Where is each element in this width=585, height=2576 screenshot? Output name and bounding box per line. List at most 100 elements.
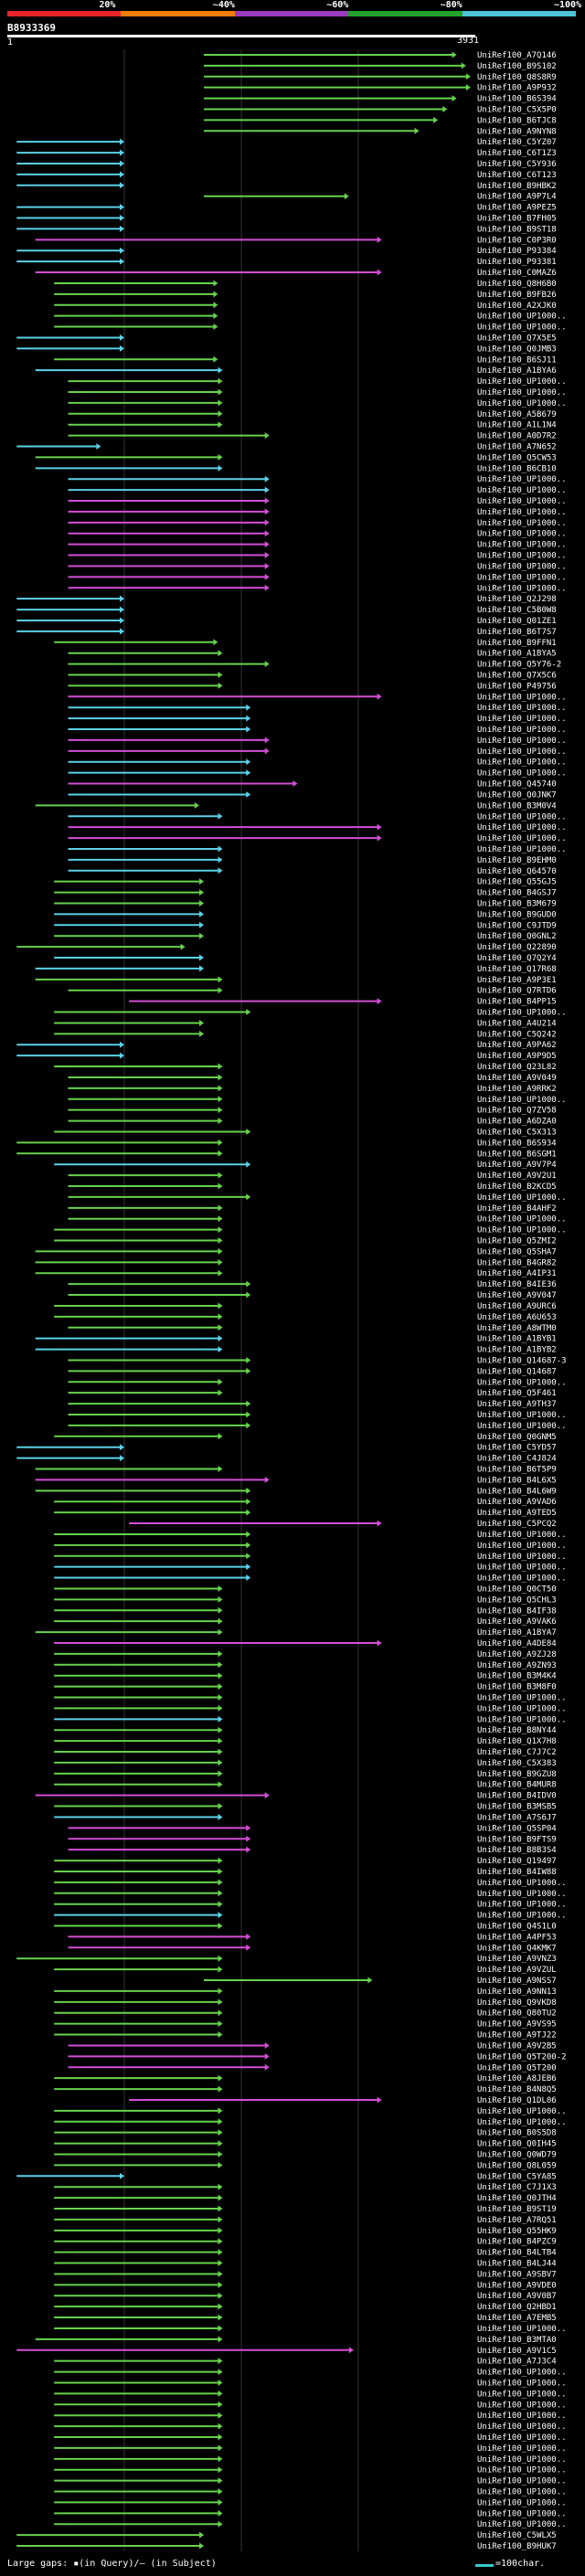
hit-row[interactable]: UniRef100_A0D7R2 (68, 432, 557, 441)
hit-label[interactable]: UniRef100_UP1000.. (477, 1422, 567, 1431)
hit-row[interactable]: UniRef100_UP1000.. (68, 388, 567, 398)
hit-row[interactable]: UniRef100_UP1000.. (68, 823, 567, 832)
hit-label[interactable]: UniRef100_B3MSB5 (477, 1803, 557, 1812)
hit-row[interactable]: UniRef100_Q0JNK7 (68, 790, 557, 800)
hit-label[interactable]: UniRef100_Q8S8R9 (477, 73, 557, 82)
hit-row[interactable]: UniRef100_A9PA62 (16, 1041, 557, 1050)
hit-label[interactable]: UniRef100_B4IF38 (477, 1606, 557, 1616)
hit-row[interactable]: UniRef100_B4PP15 (129, 998, 557, 1007)
hit-label[interactable]: UniRef100_UP1000.. (477, 1553, 567, 1562)
hit-label[interactable]: UniRef100_B9S102 (477, 62, 557, 71)
hit-label[interactable]: UniRef100_A9VAK6 (477, 1617, 557, 1627)
hit-label[interactable]: UniRef100_A9P3E1 (477, 976, 557, 985)
hit-row[interactable]: UniRef100_A9P9D5 (16, 1052, 557, 1061)
hit-label[interactable]: UniRef100_UP1000.. (477, 552, 567, 561)
hit-label[interactable]: UniRef100_A9SBV7 (477, 2270, 557, 2279)
hit-label[interactable]: UniRef100_Q5T200 (477, 2063, 557, 2072)
hit-row[interactable]: UniRef100_A9V2U1 (68, 1171, 557, 1181)
hit-row[interactable]: UniRef100_B6T7S7 (16, 628, 557, 637)
hit-row[interactable]: UniRef100_A9V7P4 (54, 1161, 557, 1170)
hit-row[interactable]: UniRef100_UP1000.. (68, 562, 567, 571)
hit-row[interactable]: UniRef100_A1BYA7 (35, 1628, 557, 1638)
hit-row[interactable]: UniRef100_C9JTD9 (54, 921, 557, 930)
hit-label[interactable]: UniRef100_B8B3S4 (477, 1846, 557, 1855)
hit-label[interactable]: UniRef100_Q7X5C6 (477, 672, 557, 681)
hit-row[interactable]: UniRef100_A1BYB2 (35, 1346, 557, 1355)
hit-label[interactable]: UniRef100_A9V1C5 (477, 2347, 557, 2356)
hit-row[interactable]: UniRef100_B9S102 (204, 62, 557, 71)
hit-label[interactable]: UniRef100_B9GUD0 (477, 910, 557, 919)
hit-label[interactable]: UniRef100_UP1000.. (477, 2477, 567, 2486)
hit-label[interactable]: UniRef100_A7EMB5 (477, 2314, 557, 2323)
hit-label[interactable]: UniRef100_A2XJK0 (477, 302, 557, 311)
hit-label[interactable]: UniRef100_UP1000.. (477, 2325, 567, 2334)
hit-row[interactable]: UniRef100_UP1000.. (54, 1901, 567, 1910)
hit-label[interactable]: UniRef100_Q0JMB3 (477, 345, 557, 354)
hit-row[interactable]: UniRef100_UP1000.. (68, 519, 567, 528)
hit-label[interactable]: UniRef100_UP1000.. (477, 1694, 567, 1703)
hit-row[interactable]: UniRef100_B9HUK7 (16, 2542, 557, 2551)
hit-row[interactable]: UniRef100_Q5CHL3 (54, 1595, 557, 1605)
hit-label[interactable]: UniRef100_Q7ZV58 (477, 1107, 557, 1116)
hit-label[interactable]: UniRef100_Q7X5E5 (477, 334, 557, 343)
hit-row[interactable]: UniRef100_UP1000.. (54, 1009, 567, 1018)
hit-label[interactable]: UniRef100_Q22890 (477, 943, 557, 952)
hit-label[interactable]: UniRef100_UP1000.. (477, 2412, 567, 2421)
hit-row[interactable]: UniRef100_A9V0B7 (54, 2292, 557, 2301)
hit-label[interactable]: UniRef100_A9VAD6 (477, 1498, 557, 1507)
hit-label[interactable]: UniRef100_B6T5P9 (477, 1466, 557, 1475)
hit-label[interactable]: UniRef100_Q8H6B0 (477, 280, 557, 289)
hit-label[interactable]: UniRef100_UP1000.. (477, 834, 567, 843)
hit-row[interactable]: UniRef100_UP1000.. (54, 2422, 567, 2432)
hit-row[interactable]: UniRef100_UP1000.. (54, 2390, 567, 2399)
hit-row[interactable]: UniRef100_UP1000.. (68, 715, 567, 724)
hit-row[interactable]: UniRef100_B8B3S4 (68, 1846, 557, 1855)
hit-row[interactable]: UniRef100_UP1000.. (68, 377, 567, 387)
hit-label[interactable]: UniRef100_UP1000.. (477, 769, 567, 779)
hit-row[interactable]: UniRef100_C5YZ07 (16, 138, 557, 147)
hit-label[interactable]: UniRef100_UP1000.. (477, 1193, 567, 1203)
hit-label[interactable]: UniRef100_A9NYN8 (477, 127, 557, 136)
hit-label[interactable]: UniRef100_Q01ZE1 (477, 617, 557, 626)
hit-label[interactable]: UniRef100_P93381 (477, 258, 557, 267)
hit-row[interactable]: UniRef100_UP1000.. (54, 2412, 567, 2421)
hit-label[interactable]: UniRef100_UP1000.. (477, 2498, 567, 2507)
hit-row[interactable]: UniRef100_UP1000.. (54, 2466, 567, 2475)
hit-label[interactable]: UniRef100_Q1DL06 (477, 2096, 557, 2105)
hit-row[interactable]: UniRef100_A8WTM0 (68, 1324, 557, 1333)
hit-label[interactable]: UniRef100_UP1000.. (477, 1531, 567, 1540)
hit-row[interactable]: UniRef100_Q0GNM5 (54, 1433, 557, 1442)
hit-row[interactable]: UniRef100_UP1000.. (54, 2444, 567, 2454)
hit-label[interactable]: UniRef100_B9ST18 (477, 225, 557, 234)
hit-label[interactable]: UniRef100_UP1000.. (477, 377, 567, 387)
hit-row[interactable]: UniRef100_A1BYA6 (35, 366, 557, 376)
hit-label[interactable]: UniRef100_UP1000.. (477, 2509, 567, 2518)
hit-label[interactable]: UniRef100_B2KCD5 (477, 1182, 557, 1192)
hit-row[interactable]: UniRef100_UP1000.. (54, 1564, 567, 1573)
hit-row[interactable]: UniRef100_A9TJ22 (54, 2031, 557, 2041)
hit-row[interactable]: UniRef100_C5WLX5 (16, 2531, 557, 2540)
hit-label[interactable]: UniRef100_UP1000.. (477, 1096, 567, 1105)
hit-label[interactable]: UniRef100_A1BYB2 (477, 1346, 557, 1355)
hit-row[interactable]: UniRef100_A7S6J7 (54, 1813, 557, 1822)
hit-label[interactable]: UniRef100_UP1000.. (477, 704, 567, 713)
hit-row[interactable]: UniRef100_Q5ZMI2 (54, 1237, 557, 1246)
hit-label[interactable]: UniRef100_UP1000.. (477, 758, 567, 768)
hit-label[interactable]: UniRef100_C0P3R0 (477, 236, 557, 245)
hit-row[interactable]: UniRef100_C6T1Z3 (16, 149, 557, 158)
hit-label[interactable]: UniRef100_UP1000.. (477, 715, 567, 724)
hit-label[interactable]: UniRef100_Q55HK9 (477, 2227, 557, 2236)
hit-row[interactable]: UniRef100_A9P3E1 (35, 976, 557, 985)
hit-label[interactable]: UniRef100_UP1000.. (477, 845, 567, 854)
hit-row[interactable]: UniRef100_C5B0W8 (16, 606, 557, 615)
hit-label[interactable]: UniRef100_UP1000.. (477, 399, 567, 408)
hit-row[interactable]: UniRef100_UP1000.. (54, 2433, 567, 2443)
hit-row[interactable]: UniRef100_C5X383 (54, 1759, 557, 1768)
hit-row[interactable]: UniRef100_B4PZC9 (54, 2238, 557, 2247)
hit-row[interactable]: UniRef100_Q5T200 (68, 2063, 557, 2072)
hit-row[interactable]: UniRef100_Q5SP04 (68, 1824, 557, 1833)
hit-label[interactable]: UniRef100_B3M8F0 (477, 1683, 557, 1692)
hit-label[interactable]: UniRef100_C6T1Z3 (477, 149, 557, 158)
hit-row[interactable]: UniRef100_Q14687 (68, 1367, 557, 1376)
hit-row[interactable]: UniRef100_Q0CT50 (54, 1585, 557, 1594)
